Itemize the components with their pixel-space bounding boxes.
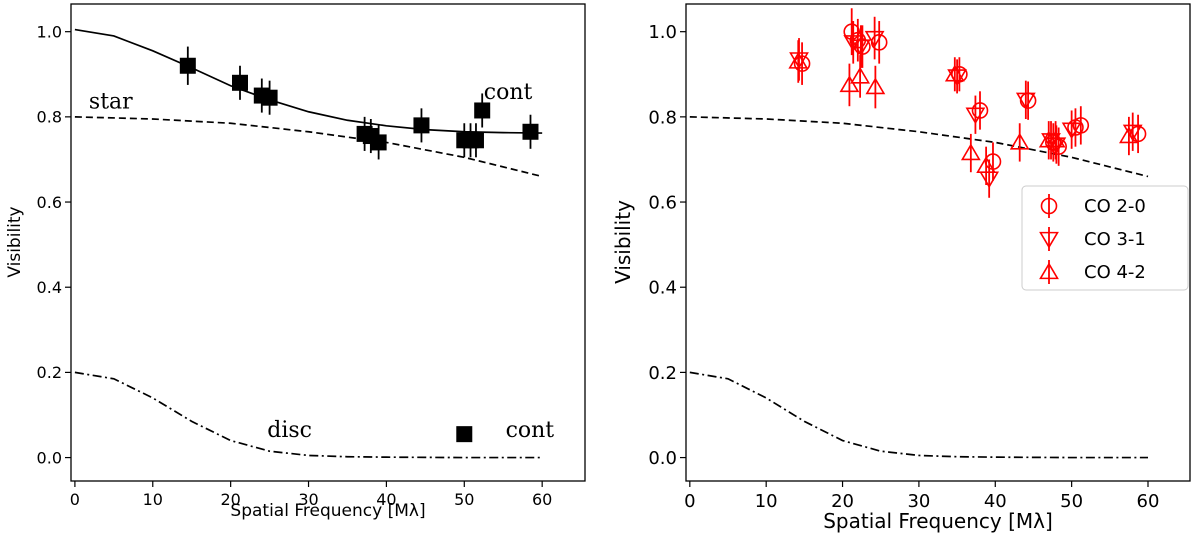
data-point <box>971 102 989 119</box>
y-tick-label: 0.2 <box>648 363 677 384</box>
x-tick-label: 60 <box>1137 491 1160 512</box>
data-point <box>864 30 885 48</box>
x-tick-label: 40 <box>984 491 1007 512</box>
dashed-model-line <box>74 116 543 178</box>
x-tick-label: 0 <box>684 491 695 512</box>
data-point <box>944 64 965 82</box>
data-point <box>1061 122 1082 140</box>
x-tick-label: 10 <box>143 490 163 509</box>
data-point <box>843 23 861 40</box>
left-lines <box>74 28 543 459</box>
data-point <box>1045 130 1066 148</box>
legend-label-co31: CO 3-1 <box>1084 229 1146 250</box>
y-tick-label: 0.2 <box>37 363 62 382</box>
legend-point <box>1039 231 1059 249</box>
right-y-ticks: 0.0 0.2 0.4 0.6 0.8 1.0 <box>648 22 686 469</box>
right-x-axis-label: Spatial Frequency [Mλ] <box>823 509 1053 533</box>
legend-point <box>1039 262 1059 280</box>
x-tick-label: 50 <box>454 490 474 509</box>
right-plot-frame <box>685 3 1191 482</box>
legend-point <box>1040 197 1058 215</box>
right-lines <box>689 116 1149 459</box>
y-tick-label: 0.6 <box>648 193 677 214</box>
data-point <box>1015 92 1036 110</box>
left-y-axis-label: Visibility <box>5 206 25 277</box>
data-point <box>1119 126 1139 144</box>
right-panel: 0 10 20 30 40 50 60 0.0 0.2 0.4 0.6 0.8 1.0 Spatial… <box>611 3 1191 533</box>
legend-marker-co42 <box>1039 260 1059 284</box>
y-tick-label: 0.4 <box>37 278 62 297</box>
right-markers <box>788 8 1147 198</box>
y-tick-label: 0.4 <box>648 278 677 299</box>
left-panel: 0 10 20 30 40 50 60 0.0 0.2 0.4 0.6 0.8 1.0 Spatial… <box>5 3 586 521</box>
data-point <box>474 102 491 119</box>
y-tick-label: 1.0 <box>648 22 677 43</box>
y-tick-label: 0.8 <box>37 108 62 127</box>
x-tick-label: 20 <box>831 491 854 512</box>
data-point <box>179 57 196 74</box>
y-tick-label: 0.0 <box>37 448 62 467</box>
data-point <box>413 117 430 134</box>
data-point <box>850 66 871 84</box>
data-point <box>788 51 809 69</box>
x-tick-label: 50 <box>1060 491 1083 512</box>
x-tick-label: 20 <box>220 490 240 509</box>
data-point <box>843 35 864 52</box>
x-tick-label: 30 <box>907 491 930 512</box>
dashdot-model-line <box>689 371 1148 459</box>
legend-marker-co31 <box>1039 227 1059 251</box>
data-point <box>1129 125 1147 143</box>
data-point <box>231 74 248 91</box>
data-point <box>522 123 539 140</box>
left-y-ticks: 0.0 0.2 0.4 0.6 0.8 1.0 <box>37 22 71 467</box>
left-x-ticks: 0 10 20 30 40 50 60 <box>70 481 552 509</box>
y-tick-label: 0.6 <box>37 193 62 212</box>
x-tick-label: 40 <box>376 490 396 509</box>
annotation-star: star <box>89 89 133 114</box>
solid-model-line <box>74 28 543 134</box>
data-point <box>261 89 278 106</box>
right-y-axis-label: Visibility <box>611 200 635 284</box>
data-point <box>1072 117 1090 134</box>
x-tick-label: 60 <box>532 490 552 509</box>
data-point <box>1009 132 1030 150</box>
x-tick-label: 0 <box>70 490 80 509</box>
data-point <box>850 39 871 57</box>
data-point <box>467 132 484 149</box>
legend: CO 2-0 CO 3-1 CO 4-2 <box>1021 185 1189 291</box>
data-point <box>839 75 860 93</box>
y-tick-label: 0.8 <box>648 107 677 128</box>
x-tick-label: 30 <box>298 490 318 509</box>
left-x-axis-label: Spatial Frequency [Mλ] <box>230 501 425 521</box>
annotation-cont-top: cont <box>484 80 533 105</box>
x-tick-label: 10 <box>755 491 778 512</box>
y-tick-label: 0.0 <box>648 448 677 469</box>
legend-label-co20: CO 2-0 <box>1084 196 1146 217</box>
left-plot-frame <box>70 3 586 482</box>
data-point <box>976 156 997 174</box>
left-markers <box>179 46 539 443</box>
legend-marker-co20 <box>1040 194 1058 218</box>
annotation-disc: disc <box>267 418 312 443</box>
data-point <box>370 134 387 151</box>
legend-label-co42: CO 4-2 <box>1084 262 1146 283</box>
data-point <box>865 77 886 95</box>
legend-box <box>1021 185 1189 291</box>
right-x-ticks: 0 10 20 30 40 50 60 <box>684 481 1159 512</box>
data-point <box>793 55 811 72</box>
data-point <box>960 143 981 161</box>
data-point <box>965 107 986 125</box>
legend-marker-cont <box>456 426 473 443</box>
dashdot-model-line <box>74 371 543 459</box>
annotation-cont-legend: cont <box>506 418 555 443</box>
y-tick-label: 1.0 <box>37 22 62 41</box>
